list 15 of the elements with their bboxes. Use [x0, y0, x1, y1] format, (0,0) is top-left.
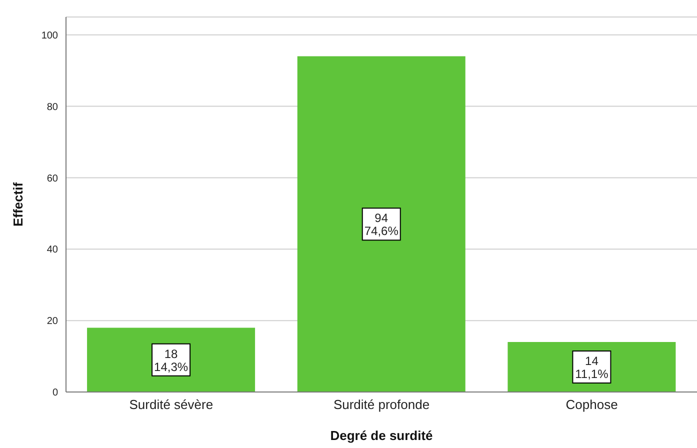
x-axis-title: Degré de surdité [330, 428, 433, 443]
bar [297, 56, 466, 392]
x-tick-label: Surdité profonde [333, 397, 430, 412]
y-tick-label: 0 [52, 388, 58, 399]
data-label: 18 14,3% [154, 346, 188, 374]
y-axis-title: Effectif [10, 182, 26, 227]
data-label: 94 74,6% [364, 211, 399, 238]
y-tick-label: 80 [46, 102, 58, 113]
x-tick-label: Cophose [566, 397, 618, 412]
y-tick-label: 100 [41, 30, 58, 42]
data-label: 14 11,1% [575, 354, 609, 381]
y-tick-label: 60 [46, 173, 58, 184]
y-tick-label: 20 [46, 316, 58, 328]
y-tick-label: 40 [46, 244, 58, 256]
x-tick-label: Surdité sévère [129, 397, 214, 412]
